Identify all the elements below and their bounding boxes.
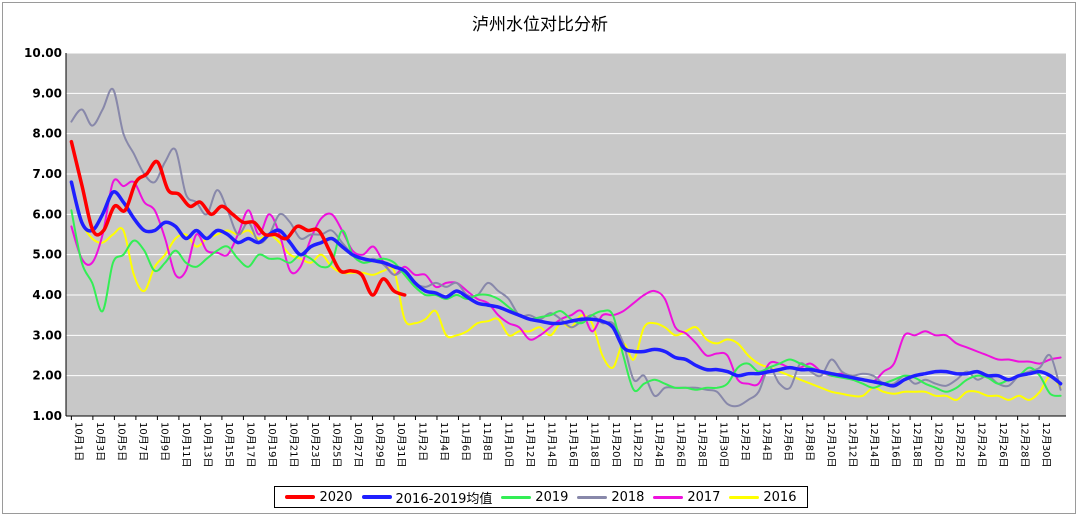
legend-label: 2020: [319, 489, 353, 505]
plot-area: [66, 53, 1066, 416]
x-tick-label: 12月12日: [847, 422, 859, 467]
x-tick-label: 12月24日: [976, 422, 988, 467]
x-tick-label: 10月21日: [287, 422, 299, 467]
y-tick-label: 7.00: [32, 167, 62, 181]
y-tick-label: 1.00: [32, 409, 62, 423]
x-tick-label: 11月28日: [696, 422, 708, 467]
y-tick-label: 3.00: [32, 328, 62, 342]
y-tick-label: 5.00: [32, 248, 62, 262]
series-line-2020: [69, 139, 407, 297]
x-tick-label: 11月2日: [416, 422, 428, 461]
x-tick-label: 12月14日: [868, 422, 880, 467]
x-tick-label: 10月9日: [158, 422, 170, 461]
x-tick-label: 11月30日: [718, 422, 730, 467]
x-tick-label: 11月4日: [438, 422, 450, 461]
legend-swatch: [361, 495, 392, 499]
x-tick-label: 11月14日: [545, 422, 557, 467]
legend-item: 2016: [729, 490, 796, 505]
y-tick-label: 2.00: [32, 369, 62, 383]
legend: 2020 2016-2019均值 2019 2018 2017 2016: [274, 486, 808, 508]
series-line-2019: [70, 209, 1062, 397]
legend-item: 2019: [501, 490, 568, 505]
chart-title: 泸州水位对比分析: [472, 15, 608, 35]
x-tick-label: 12月6日: [782, 422, 794, 461]
legend-item: 2017: [653, 490, 720, 505]
x-tick-label: 11月18日: [589, 422, 601, 467]
series-line-2017: [70, 178, 1062, 387]
legend-swatch: [285, 495, 316, 499]
gridlines: [66, 52, 1066, 417]
legend-swatch: [729, 495, 760, 499]
x-tick-label: 10月23日: [309, 422, 321, 467]
x-tick-label: 11月10日: [502, 422, 514, 467]
x-tick-label: 11月20日: [610, 422, 622, 467]
x-tick-label: 10月15日: [223, 422, 235, 467]
y-tick-label: 9.00: [32, 86, 62, 100]
y-axis: 1.00 2.00 3.00 4.00 5.00 6.00 7.00 8.00 9.00 10.0…: [24, 46, 62, 423]
x-tick-label: 12月2日: [739, 422, 751, 461]
x-axis: 10月1日 10月3日 10月5日 10月7日 10月9日 10月11日 10月13日 10月…: [65, 53, 1066, 467]
x-tick-label: 10月27日: [352, 422, 364, 467]
legend-swatch: [653, 495, 684, 499]
x-tick-label: 11月6日: [459, 422, 471, 461]
legend-item: 2018: [577, 490, 644, 505]
x-tick-label: 10月5日: [115, 422, 127, 461]
x-tick-label: 12月16日: [890, 422, 902, 467]
x-tick-label: 12月10日: [825, 422, 837, 467]
x-tick-label: 12月18日: [911, 422, 923, 467]
x-tick-label: 10月19日: [266, 422, 278, 467]
x-tick-label: 10月11日: [180, 422, 192, 467]
x-tick-label: 12月4日: [761, 422, 773, 461]
x-tick-label: 10月25日: [330, 422, 342, 467]
legend-item: 2016-2019均值: [361, 488, 493, 507]
x-tick-label: 12月22日: [954, 422, 966, 467]
legend-label: 2017: [687, 489, 721, 505]
legend-item: 2020: [285, 489, 353, 505]
x-tick-label: 11月16日: [567, 422, 579, 467]
x-tick-label: 11月12日: [524, 422, 536, 467]
x-tick-label: 12月28日: [1019, 422, 1031, 467]
x-tick-label: 10月3日: [94, 422, 106, 461]
y-tick-label: 8.00: [32, 127, 62, 141]
legend-label: 2019: [535, 489, 569, 505]
y-tick-label: 4.00: [32, 288, 62, 302]
x-tick-label: 12月26日: [997, 422, 1009, 467]
x-tick-label: 12月20日: [933, 422, 945, 467]
x-tick-label: 12月30日: [1040, 422, 1052, 467]
series-line-2016-2019均值: [69, 180, 1063, 388]
legend-label: 2016-2019均值: [395, 491, 493, 507]
legend-swatch: [577, 495, 608, 499]
legend-label: 2016: [763, 489, 797, 505]
x-tick-label: 10月1日: [72, 422, 84, 461]
x-tick-label: 10月7日: [137, 422, 149, 461]
x-tick-label: 10月17日: [244, 422, 256, 467]
x-tick-label: 10月31日: [395, 422, 407, 467]
x-tick-label: 11月24日: [653, 422, 665, 467]
y-tick-label: 6.00: [32, 207, 62, 221]
y-tick-label: 10.00: [24, 46, 62, 60]
legend-swatch: [501, 495, 532, 499]
x-tick-label: 11月8日: [481, 422, 493, 461]
x-tick-label: 12月8日: [804, 422, 816, 461]
x-tick-label: 11月22日: [632, 422, 644, 467]
x-tick-label: 10月29日: [373, 422, 385, 467]
x-tick-label: 11月26日: [675, 422, 687, 467]
series-lines: [69, 87, 1063, 408]
legend-label: 2018: [611, 489, 645, 505]
x-tick-label: 10月13日: [201, 422, 213, 467]
